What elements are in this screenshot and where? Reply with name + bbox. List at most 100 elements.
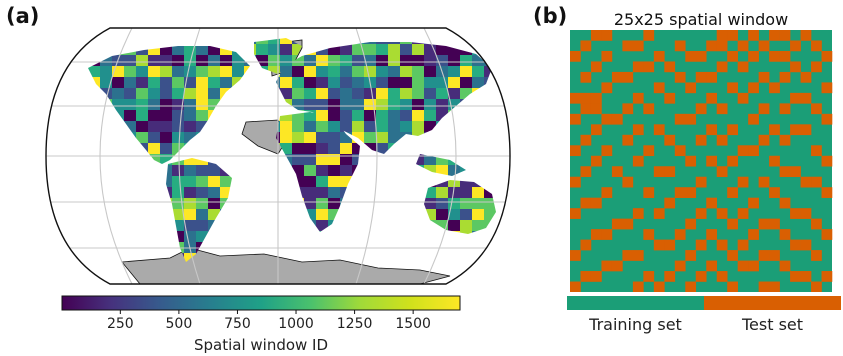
map-cell — [160, 132, 172, 143]
map-cell — [232, 66, 244, 77]
map-cell — [304, 286, 316, 290]
map-cell — [364, 286, 376, 290]
map-cell — [484, 286, 496, 290]
test-cell — [580, 239, 592, 251]
map-cell — [304, 176, 316, 187]
test-cell — [570, 50, 581, 62]
map-cell — [256, 38, 268, 44]
map-cell — [64, 286, 76, 290]
map-cell — [400, 110, 412, 121]
test-cell — [685, 187, 697, 198]
map-cell — [172, 176, 184, 187]
map-cell — [172, 88, 184, 99]
test-cell — [601, 229, 613, 240]
test-cell — [664, 197, 676, 209]
map-cell — [40, 33, 52, 44]
test-cell — [758, 103, 770, 115]
test-cell — [632, 92, 644, 104]
map-cell — [232, 55, 244, 66]
test-cell — [580, 271, 592, 282]
map-cell — [412, 99, 424, 110]
test-cell — [748, 260, 759, 272]
map-cell — [352, 154, 364, 165]
map-cell — [352, 132, 364, 143]
map-cell — [460, 209, 472, 220]
map-cell — [316, 198, 328, 209]
map-cell — [412, 110, 424, 121]
test-cell — [716, 239, 728, 251]
map-cell — [388, 99, 400, 110]
map-cell — [136, 286, 148, 290]
map-cell — [196, 77, 208, 88]
map-cell — [376, 132, 388, 143]
map-cell — [184, 209, 196, 220]
map-cell — [340, 66, 352, 77]
map-cell — [400, 99, 412, 110]
map-cell — [508, 33, 516, 44]
map-cell — [52, 264, 64, 275]
test-cell — [758, 176, 770, 188]
map-cell — [412, 121, 424, 132]
map-cell — [508, 275, 516, 286]
test-cell — [716, 134, 728, 146]
map-cell — [340, 55, 352, 66]
colorbar-ticks: 250 500 750 1000 1250 1500 — [107, 310, 431, 332]
test-cell — [601, 30, 613, 41]
map-cell — [40, 88, 52, 99]
test-cell — [685, 82, 697, 94]
map-cell — [172, 209, 184, 220]
map-cell — [328, 286, 340, 290]
map-cell — [208, 198, 220, 209]
map-cell — [220, 187, 232, 198]
map-cell — [424, 44, 436, 55]
test-cell — [643, 103, 655, 115]
map-cell — [472, 220, 484, 231]
map-cell — [100, 55, 112, 66]
map-cell — [340, 154, 352, 165]
test-cell — [664, 61, 676, 73]
test-cell — [737, 260, 749, 272]
map-cell — [268, 66, 280, 77]
map-cell — [436, 99, 448, 110]
map-cell — [280, 38, 292, 44]
map-cell — [364, 66, 376, 77]
map-cell — [148, 110, 160, 121]
test-cell — [695, 208, 707, 219]
map-cell — [328, 77, 340, 88]
map-cell — [388, 110, 400, 121]
test-cell — [674, 40, 686, 52]
map-cell — [388, 286, 400, 290]
map-cell — [196, 165, 208, 176]
map-cell — [316, 154, 328, 165]
map-cell — [100, 286, 112, 290]
map-cell — [304, 88, 316, 99]
test-cell — [769, 281, 780, 292]
map-cell — [352, 44, 364, 55]
test-cell — [601, 145, 613, 157]
map-cell — [160, 66, 172, 77]
test-cell — [737, 40, 749, 52]
test-cell — [706, 155, 718, 167]
colorbar: 250 500 750 1000 1250 1500 Spatial window ID — [40, 292, 480, 356]
test-cell — [737, 61, 749, 73]
map-cell — [316, 55, 328, 66]
map-cell — [340, 121, 352, 132]
map-cell — [508, 110, 516, 121]
test-cell — [800, 271, 812, 282]
map-cell — [496, 275, 508, 286]
map-cell — [376, 121, 388, 132]
map-cell — [160, 286, 172, 290]
map-cell — [280, 132, 292, 143]
map-cell — [376, 66, 388, 77]
map-cell — [508, 264, 516, 275]
test-cell — [821, 155, 833, 167]
test-cell — [590, 92, 602, 104]
map-cell — [124, 286, 136, 290]
map-cell — [268, 38, 280, 44]
map-cell — [424, 165, 436, 176]
test-cell — [601, 113, 613, 125]
test-cell — [716, 61, 728, 73]
map-cell — [112, 99, 124, 110]
map-cell — [400, 44, 412, 55]
map-cell — [148, 132, 160, 143]
